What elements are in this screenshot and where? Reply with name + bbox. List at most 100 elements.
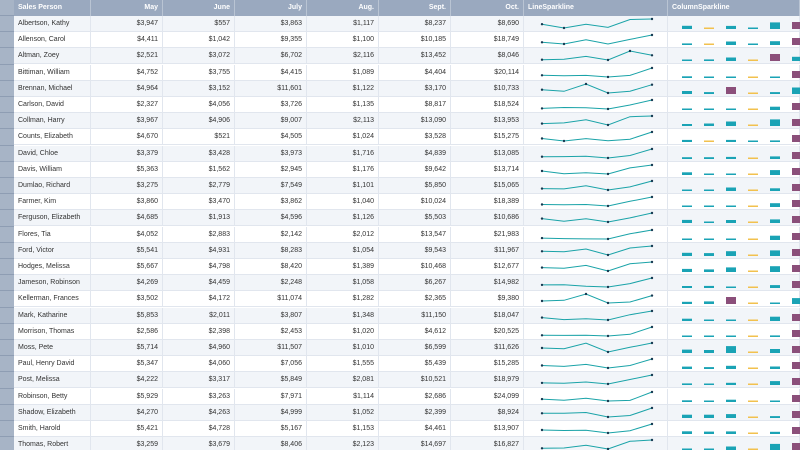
column-sparkline-cell[interactable] [668, 437, 800, 450]
line-sparkline-cell[interactable] [524, 291, 668, 308]
value-cell-aug[interactable]: $1,282 [307, 291, 379, 308]
row-header[interactable] [0, 226, 14, 243]
row-header[interactable] [0, 340, 14, 357]
value-cell-june[interactable]: $2,779 [163, 178, 235, 194]
row-header[interactable] [0, 242, 14, 259]
table-row[interactable]: Jameson, Robinson $4,269 $4,459 $2,248 $1,05… [0, 275, 800, 292]
line-sparkline-cell[interactable] [524, 64, 668, 81]
value-cell-july[interactable]: $3,807 [235, 307, 307, 324]
value-cell-oct[interactable]: $13,907 [451, 421, 524, 437]
row-header[interactable] [0, 16, 14, 33]
value-cell-may[interactable]: $4,670 [91, 129, 163, 146]
value-cell-may[interactable]: $3,379 [91, 145, 163, 162]
sales-person-cell[interactable]: Brennan, Michael [14, 80, 91, 97]
value-cell-july[interactable]: $3,973 [235, 145, 307, 162]
column-sparkline-cell[interactable] [668, 291, 800, 308]
value-cell-aug[interactable]: $2,012 [307, 226, 379, 243]
line-sparkline-cell[interactable] [524, 80, 668, 97]
value-cell-sept[interactable]: $4,404 [379, 64, 451, 81]
value-cell-sept[interactable]: $11,150 [379, 307, 451, 324]
column-sparkline-cell[interactable] [668, 259, 800, 275]
value-cell-july[interactable]: $8,420 [235, 259, 307, 275]
line-sparkline-cell[interactable] [524, 48, 668, 65]
sales-person-cell[interactable]: Davis, William [14, 161, 91, 178]
value-cell-oct[interactable]: $11,967 [451, 242, 524, 259]
value-cell-may[interactable]: $4,411 [91, 32, 163, 49]
header-sales-person[interactable]: Sales Person [14, 0, 91, 16]
table-row[interactable]: Carlson, David $2,327 $4,056 $3,726 $1,135 $8… [0, 97, 800, 114]
value-cell-oct[interactable]: $8,924 [451, 404, 524, 421]
value-cell-june[interactable]: $2,883 [163, 226, 235, 243]
value-cell-may[interactable]: $5,541 [91, 242, 163, 259]
value-cell-may[interactable]: $3,502 [91, 291, 163, 308]
row-header[interactable] [0, 80, 14, 97]
value-cell-oct[interactable]: $15,285 [451, 356, 524, 373]
value-cell-aug[interactable]: $1,040 [307, 194, 379, 211]
value-cell-may[interactable]: $4,052 [91, 226, 163, 243]
value-cell-june[interactable]: $3,152 [163, 80, 235, 97]
table-row[interactable]: Brennan, Michael $4,964 $3,152 $11,601 $1,12… [0, 80, 800, 97]
column-sparkline-cell[interactable] [668, 161, 800, 178]
value-cell-sept[interactable]: $10,468 [379, 259, 451, 275]
value-cell-oct[interactable]: $13,714 [451, 161, 524, 178]
sales-person-cell[interactable]: Allenson, Carol [14, 32, 91, 49]
table-row[interactable]: Counts, Elizabeth $4,670 $521 $4,505 $1,024 $… [0, 129, 800, 146]
value-cell-may[interactable]: $2,327 [91, 97, 163, 113]
table-row[interactable]: Smith, Harold $5,421 $4,728 $5,167 $1,153 $4,… [0, 421, 800, 438]
value-cell-july[interactable]: $9,355 [235, 32, 307, 49]
line-sparkline-cell[interactable] [524, 404, 668, 421]
value-cell-july[interactable]: $4,999 [235, 404, 307, 421]
column-sparkline-cell[interactable] [668, 372, 800, 389]
line-sparkline-cell[interactable] [524, 178, 668, 194]
table-row[interactable]: David, Chloe $3,379 $3,428 $3,973 $1,716 $4,8… [0, 145, 800, 162]
column-sparkline-cell[interactable] [668, 97, 800, 113]
column-sparkline-cell[interactable] [668, 340, 800, 356]
value-cell-sept[interactable]: $5,503 [379, 210, 451, 227]
value-cell-sept[interactable]: $13,452 [379, 48, 451, 65]
table-row[interactable]: Albertson, Kathy $3,947 $557 $3,863 $1,117 $8… [0, 16, 800, 33]
value-cell-sept[interactable]: $2,365 [379, 291, 451, 308]
table-row[interactable]: Collman, Harry $3,967 $4,906 $9,007 $2,113 $1… [0, 113, 800, 130]
value-cell-sept[interactable]: $4,612 [379, 323, 451, 340]
value-cell-oct[interactable]: $9,380 [451, 291, 524, 308]
value-cell-june[interactable]: $4,056 [163, 97, 235, 113]
value-cell-july[interactable]: $2,248 [235, 275, 307, 292]
value-cell-june[interactable]: $3,263 [163, 388, 235, 405]
value-cell-june[interactable]: $1,562 [163, 161, 235, 178]
row-header[interactable] [0, 437, 14, 450]
value-cell-july[interactable]: $6,702 [235, 48, 307, 65]
value-cell-may[interactable]: $5,667 [91, 259, 163, 275]
value-cell-oct[interactable]: $18,047 [451, 307, 524, 324]
column-sparkline-cell[interactable] [668, 307, 800, 324]
value-cell-june[interactable]: $4,931 [163, 242, 235, 259]
value-cell-july[interactable]: $8,406 [235, 437, 307, 450]
value-cell-june[interactable]: $4,459 [163, 275, 235, 292]
value-cell-june[interactable]: $4,263 [163, 404, 235, 421]
table-row[interactable]: Kellerman, Frances $3,502 $4,172 $11,074 $1,… [0, 291, 800, 308]
sales-person-cell[interactable]: Jameson, Robinson [14, 275, 91, 292]
value-cell-july[interactable]: $2,142 [235, 226, 307, 243]
value-cell-oct[interactable]: $15,275 [451, 129, 524, 146]
value-cell-aug[interactable]: $1,135 [307, 97, 379, 113]
value-cell-may[interactable]: $3,259 [91, 437, 163, 450]
value-cell-june[interactable]: $3,428 [163, 145, 235, 162]
value-cell-oct[interactable]: $16,827 [451, 437, 524, 450]
value-cell-july[interactable]: $7,056 [235, 356, 307, 373]
value-cell-sept[interactable]: $9,543 [379, 242, 451, 259]
value-cell-oct[interactable]: $18,389 [451, 194, 524, 211]
row-header[interactable] [0, 421, 14, 438]
line-sparkline-cell[interactable] [524, 129, 668, 146]
row-header[interactable] [0, 97, 14, 114]
value-cell-aug[interactable]: $1,101 [307, 178, 379, 194]
value-cell-oct[interactable]: $13,085 [451, 145, 524, 162]
value-cell-june[interactable]: $3,470 [163, 194, 235, 211]
value-cell-july[interactable]: $11,074 [235, 291, 307, 308]
line-sparkline-cell[interactable] [524, 421, 668, 437]
value-cell-sept[interactable]: $5,439 [379, 356, 451, 373]
column-sparkline-cell[interactable] [668, 32, 800, 49]
value-cell-aug[interactable]: $1,024 [307, 129, 379, 146]
value-cell-may[interactable]: $5,714 [91, 340, 163, 356]
column-sparkline-cell[interactable] [668, 226, 800, 243]
value-cell-july[interactable]: $3,726 [235, 97, 307, 113]
sales-person-cell[interactable]: Collman, Harry [14, 113, 91, 130]
